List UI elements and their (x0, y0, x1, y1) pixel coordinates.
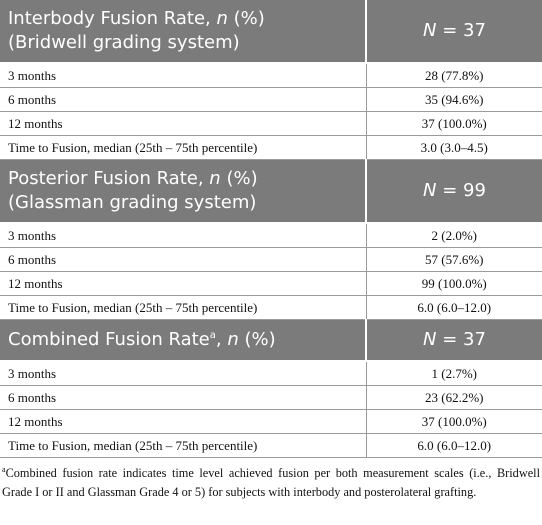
section-header: Combined Fusion Ratea, n (%) N = 37 (0, 319, 542, 362)
section: Interbody Fusion Rate, n (%) (Bridwell gr… (0, 0, 542, 160)
text: N (423, 329, 437, 350)
row-label: 6 months (0, 385, 366, 410)
row: 6 months 57 (57.6%) (0, 247, 542, 272)
row-value: 6.0 (6.0–12.0) (365, 295, 542, 320)
fusion-table: Interbody Fusion Rate, n (%) (Bridwell gr… (0, 0, 542, 458)
text: (%) (238, 329, 276, 350)
section: Posterior Fusion Rate, n (%) (Glassman gr… (0, 159, 542, 320)
text: = 37 (436, 20, 486, 41)
header-title: Interbody Fusion Rate, n (%) (Bridwell gr… (0, 0, 366, 64)
text: Combined Fusion Rate (8, 329, 210, 350)
row-value: 57 (57.6%) (365, 247, 542, 272)
row: Time to Fusion, median (25th – 75th perc… (0, 135, 542, 160)
row-label: Time to Fusion, median (25th – 75th perc… (0, 295, 366, 320)
text: n (209, 168, 221, 189)
section: Combined Fusion Ratea, n (%) N = 37 3 mo… (0, 319, 542, 458)
header-n: N = 99 (365, 159, 542, 224)
text: = 37 (436, 329, 486, 350)
row-label: 6 months (0, 247, 366, 272)
text: Combined fusion rate indicates time leve… (2, 466, 540, 499)
row-label: 6 months (0, 87, 366, 112)
row: Time to Fusion, median (25th – 75th perc… (0, 433, 542, 458)
text: N (423, 20, 437, 41)
row: 12 months 99 (100.0%) (0, 271, 542, 296)
row-value: 99 (100.0%) (365, 271, 542, 296)
text: = 99 (436, 180, 486, 201)
row-value: 37 (100.0%) (365, 409, 542, 434)
row-label: 12 months (0, 271, 366, 296)
row-label: 12 months (0, 409, 366, 434)
footnote: aCombined fusion rate indicates time lev… (0, 458, 542, 502)
row: 3 months 1 (2.7%) (0, 361, 542, 386)
row-value: 6.0 (6.0–12.0) (365, 433, 542, 458)
row-label: Time to Fusion, median (25th – 75th perc… (0, 433, 366, 458)
text: (%) (227, 8, 265, 29)
text: n (216, 8, 228, 29)
row-value: 1 (2.7%) (365, 361, 542, 386)
subtitle: (Bridwell grading system) (8, 32, 240, 53)
header-n: N = 37 (365, 0, 542, 64)
row: 3 months 28 (77.8%) (0, 63, 542, 88)
row: 12 months 37 (100.0%) (0, 409, 542, 434)
subtitle: (Glassman grading system) (8, 192, 257, 213)
text: , (215, 329, 228, 350)
header-title: Posterior Fusion Rate, n (%) (Glassman gr… (0, 159, 366, 224)
section-header: Posterior Fusion Rate, n (%) (Glassman gr… (0, 159, 542, 224)
row-label: 3 months (0, 223, 366, 248)
row: Time to Fusion, median (25th – 75th perc… (0, 295, 542, 320)
text: (%) (220, 168, 258, 189)
row-value: 35 (94.6%) (365, 87, 542, 112)
row-value: 23 (62.2%) (365, 385, 542, 410)
text: a (2, 464, 6, 474)
header-title: Combined Fusion Ratea, n (%) (0, 319, 366, 362)
row: 6 months 23 (62.2%) (0, 385, 542, 410)
row-value: 3.0 (3.0–4.5) (365, 135, 542, 160)
row-label: 12 months (0, 111, 366, 136)
text: a (209, 330, 216, 341)
row: 3 months 2 (2.0%) (0, 223, 542, 248)
row-value: 2 (2.0%) (365, 223, 542, 248)
text: N (423, 180, 437, 201)
text: Posterior Fusion Rate, (8, 168, 210, 189)
header-n: N = 37 (365, 319, 542, 362)
row-label: Time to Fusion, median (25th – 75th perc… (0, 135, 366, 160)
row: 6 months 35 (94.6%) (0, 87, 542, 112)
row-label: 3 months (0, 361, 366, 386)
row-value: 28 (77.8%) (365, 63, 542, 88)
row-label: 3 months (0, 63, 366, 88)
text: Interbody Fusion Rate, (8, 8, 217, 29)
section-header: Interbody Fusion Rate, n (%) (Bridwell gr… (0, 0, 542, 64)
row-value: 37 (100.0%) (365, 111, 542, 136)
text: n (227, 329, 239, 350)
row: 12 months 37 (100.0%) (0, 111, 542, 136)
